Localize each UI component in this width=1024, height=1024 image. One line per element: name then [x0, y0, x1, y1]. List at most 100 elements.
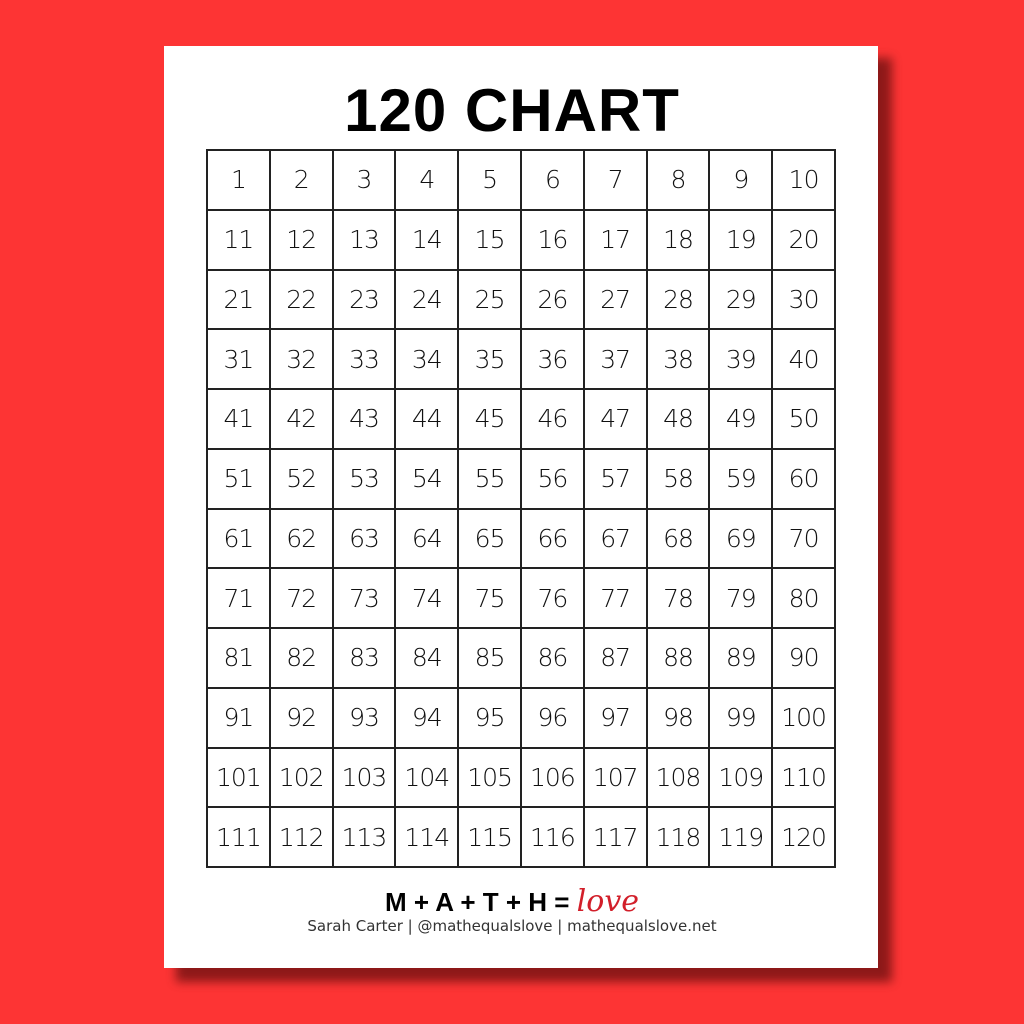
- grid-cell: 35: [458, 329, 521, 389]
- grid-cell: 55: [458, 448, 521, 509]
- grid-cell: 62: [269, 508, 333, 569]
- grid-cell: 78: [646, 568, 710, 628]
- grid-cell: 75: [458, 568, 521, 628]
- grid-cell: 22: [269, 269, 333, 330]
- grid-cell: 70: [772, 508, 835, 569]
- grid-cell: 90: [772, 628, 835, 688]
- grid-cell: 48: [646, 389, 710, 449]
- grid-cell: 3: [332, 150, 396, 210]
- grid-cell: 118: [646, 807, 710, 867]
- grid-cell: 6: [520, 150, 584, 210]
- grid-cell: 44: [395, 389, 459, 449]
- grid-cell: 8: [646, 150, 710, 210]
- grid-cell: 2: [269, 150, 333, 210]
- brand-love: love: [576, 884, 640, 919]
- grid-cell: 10: [772, 150, 835, 210]
- grid-cell: 97: [583, 687, 647, 748]
- grid-cell: 27: [583, 269, 647, 330]
- grid-cell: 9: [709, 150, 773, 210]
- grid-cell: 106: [520, 747, 584, 808]
- grid-cell: 84: [395, 628, 459, 688]
- grid-cell: 60: [772, 448, 835, 509]
- grid-cell: 93: [332, 687, 396, 748]
- grid-cell: 37: [583, 329, 647, 389]
- grid-cell: 18: [646, 209, 710, 270]
- grid-cell: 41: [207, 389, 270, 449]
- grid-cell: 19: [709, 209, 773, 270]
- grid-cell: 53: [332, 448, 396, 509]
- grid-cell: 4: [395, 150, 459, 210]
- author-credit: Sarah Carter | @mathequalslove | mathequ…: [307, 917, 717, 935]
- grid-cell: 33: [332, 329, 396, 389]
- grid-cell: 13: [332, 209, 396, 270]
- grid-cell: 116: [520, 807, 584, 867]
- grid-cell: 87: [583, 628, 647, 688]
- grid-cell: 94: [395, 687, 459, 748]
- grid-cell: 58: [646, 448, 710, 509]
- grid-cell: 69: [709, 508, 773, 569]
- grid-cell: 120: [772, 807, 835, 867]
- grid-cell: 56: [520, 448, 584, 509]
- grid-cell: 108: [646, 747, 710, 808]
- grid-cell: 115: [458, 807, 521, 867]
- grid-cell: 71: [207, 568, 270, 628]
- grid-cell: 28: [646, 269, 710, 330]
- grid-cell: 15: [458, 209, 521, 270]
- grid-cell: 66: [520, 508, 584, 569]
- grid-cell: 80: [772, 568, 835, 628]
- grid-cell: 24: [395, 269, 459, 330]
- grid-cell: 67: [583, 508, 647, 569]
- grid-cell: 59: [709, 448, 773, 509]
- grid-cell: 63: [332, 508, 396, 569]
- grid-cell: 85: [458, 628, 521, 688]
- grid-cell: 101: [207, 747, 270, 808]
- grid-cell: 86: [520, 628, 584, 688]
- grid-cell: 29: [709, 269, 773, 330]
- grid-cell: 31: [207, 329, 270, 389]
- grid-cell: 34: [395, 329, 459, 389]
- number-grid: 1 2 3 4 5 6 7 8 9 10 11 12 13 14 15 16 17 18 19 20 21 22 23 24 2…: [206, 149, 836, 868]
- grid-cell: 79: [709, 568, 773, 628]
- grid-cell: 109: [709, 747, 773, 808]
- grid-cell: 11: [207, 209, 270, 270]
- grid-cell: 100: [772, 687, 835, 748]
- grid-cell: 72: [269, 568, 333, 628]
- grid-cell: 114: [395, 807, 459, 867]
- grid-cell: 50: [772, 389, 835, 449]
- grid-cell: 103: [332, 747, 396, 808]
- grid-cell: 5: [458, 150, 521, 210]
- grid-cell: 104: [395, 747, 459, 808]
- grid-cell: 51: [207, 448, 270, 509]
- grid-cell: 52: [269, 448, 333, 509]
- grid-cell: 110: [772, 747, 835, 808]
- grid-cell: 57: [583, 448, 647, 509]
- grid-cell: 73: [332, 568, 396, 628]
- grid-cell: 82: [269, 628, 333, 688]
- grid-cell: 113: [332, 807, 396, 867]
- grid-cell: 83: [332, 628, 396, 688]
- grid-cell: 17: [583, 209, 647, 270]
- page-title: 120 CHART: [344, 77, 680, 144]
- grid-cell: 81: [207, 628, 270, 688]
- grid-cell: 89: [709, 628, 773, 688]
- grid-cell: 76: [520, 568, 584, 628]
- grid-cell: 39: [709, 329, 773, 389]
- grid-cell: 20: [772, 209, 835, 270]
- grid-cell: 23: [332, 269, 396, 330]
- grid-cell: 99: [709, 687, 773, 748]
- grid-cell: 43: [332, 389, 396, 449]
- grid-cell: 98: [646, 687, 710, 748]
- grid-cell: 64: [395, 508, 459, 569]
- grid-cell: 95: [458, 687, 521, 748]
- grid-cell: 92: [269, 687, 333, 748]
- grid-cell: 47: [583, 389, 647, 449]
- grid-cell: 111: [207, 807, 270, 867]
- grid-cell: 46: [520, 389, 584, 449]
- grid-cell: 112: [269, 807, 333, 867]
- grid-cell: 16: [520, 209, 584, 270]
- grid-cell: 107: [583, 747, 647, 808]
- grid-cell: 74: [395, 568, 459, 628]
- grid-cell: 30: [772, 269, 835, 330]
- grid-cell: 61: [207, 508, 270, 569]
- grid-cell: 40: [772, 329, 835, 389]
